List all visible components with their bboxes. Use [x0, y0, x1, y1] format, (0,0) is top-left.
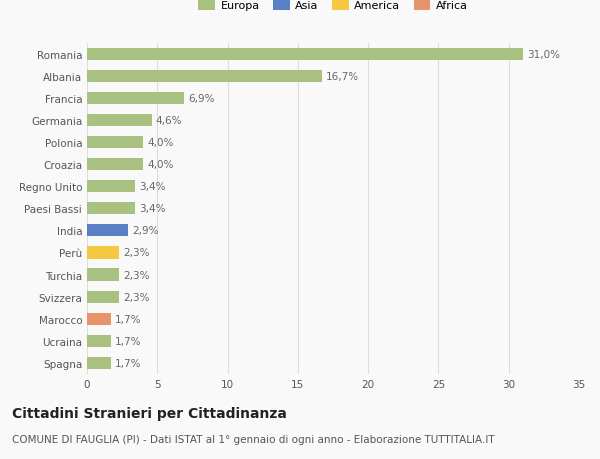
Text: 4,0%: 4,0%: [148, 160, 174, 170]
Bar: [87, 115, 152, 127]
Bar: [87, 291, 119, 303]
Text: 1,7%: 1,7%: [115, 358, 142, 368]
Text: 3,4%: 3,4%: [139, 182, 166, 192]
Bar: [87, 357, 111, 369]
Bar: [87, 93, 184, 105]
Bar: [87, 49, 523, 61]
Text: 6,9%: 6,9%: [188, 94, 215, 104]
Bar: [87, 313, 111, 325]
Text: 16,7%: 16,7%: [326, 72, 359, 82]
Bar: [87, 269, 119, 281]
Text: Cittadini Stranieri per Cittadinanza: Cittadini Stranieri per Cittadinanza: [12, 406, 287, 420]
Text: 31,0%: 31,0%: [527, 50, 560, 60]
Bar: [87, 335, 111, 347]
Bar: [87, 203, 135, 215]
Text: 4,6%: 4,6%: [156, 116, 182, 126]
Text: 2,9%: 2,9%: [132, 226, 158, 236]
Text: 1,7%: 1,7%: [115, 314, 142, 324]
Text: 3,4%: 3,4%: [139, 204, 166, 214]
Text: COMUNE DI FAUGLIA (PI) - Dati ISTAT al 1° gennaio di ogni anno - Elaborazione TU: COMUNE DI FAUGLIA (PI) - Dati ISTAT al 1…: [12, 434, 494, 444]
Text: 2,3%: 2,3%: [124, 248, 150, 258]
Text: 2,3%: 2,3%: [124, 270, 150, 280]
Bar: [87, 181, 135, 193]
Legend: Europa, Asia, America, Africa: Europa, Asia, America, Africa: [194, 0, 472, 16]
Text: 2,3%: 2,3%: [124, 292, 150, 302]
Bar: [87, 225, 128, 237]
Text: 1,7%: 1,7%: [115, 336, 142, 346]
Bar: [87, 159, 143, 171]
Bar: [87, 137, 143, 149]
Bar: [87, 247, 119, 259]
Bar: [87, 71, 322, 83]
Text: 4,0%: 4,0%: [148, 138, 174, 148]
